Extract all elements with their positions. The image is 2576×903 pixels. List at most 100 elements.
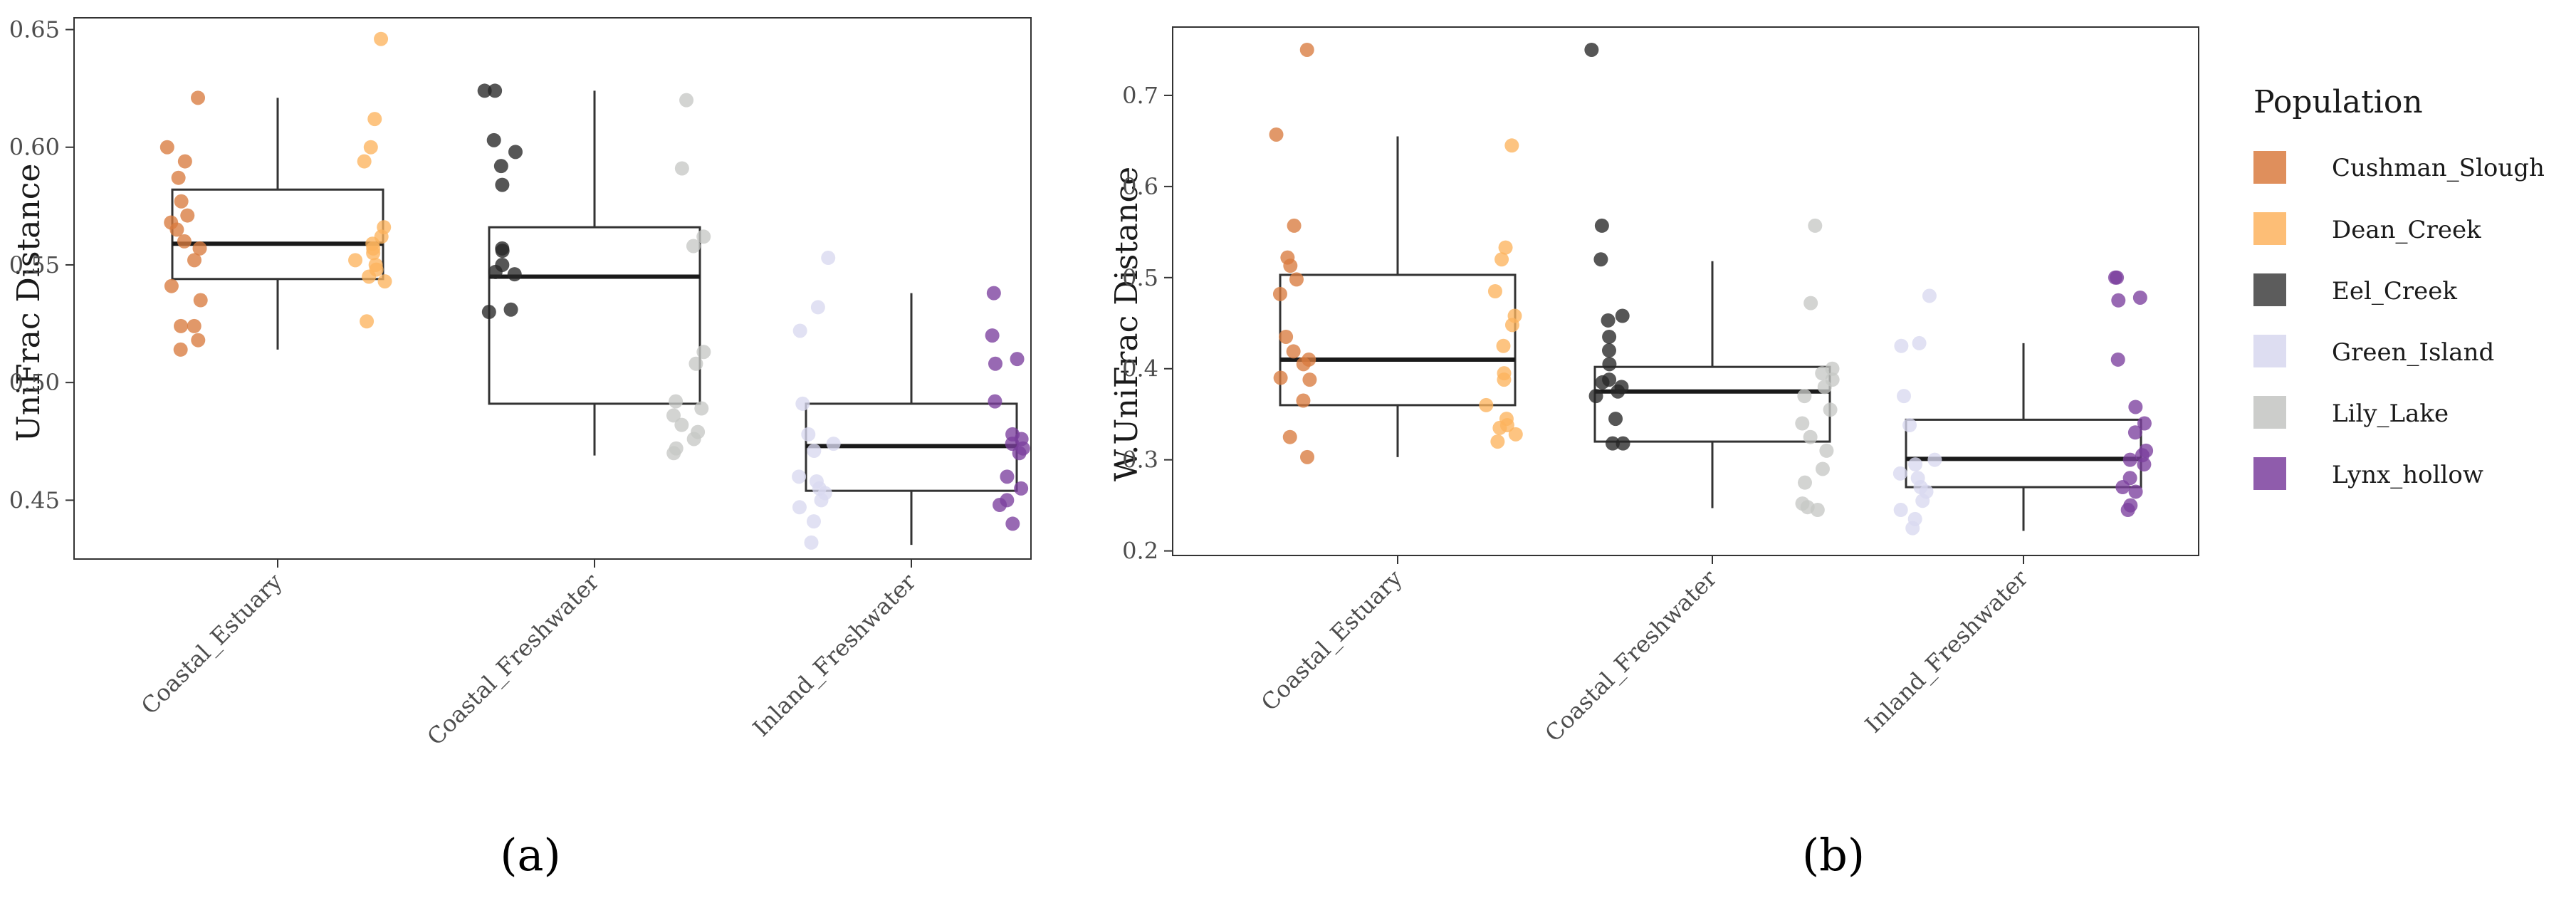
panel-a-point-cushman-slough [191,90,206,105]
panel-b-y-tick-label: 0.2 [1122,538,1158,565]
panel-a-point-eel-creek [495,244,510,259]
panel-b-point-dean-creek [1479,397,1494,412]
panel-b-point-cushman-slough [1300,449,1315,464]
panel-b-y-axis-title: W.UniFrac Distance [1109,167,1145,481]
panel-b-point-eel-creek [1593,252,1608,267]
panel-b-point-cushman-slough [1287,218,1302,233]
panel-a-point-dean-creek [374,31,389,46]
panel-a-point-dean-creek [363,140,378,155]
panel-a-point-lynx-hollow [1012,446,1027,461]
legend-label-lily-lake: Lily_Lake [2332,400,2449,428]
panel-b-point-dean-creek [1504,138,1519,153]
panel-a-points-green-island [792,251,841,550]
panel-a-iqr-box [488,226,701,405]
panel-b-point-lynx-hollow [2120,503,2135,518]
panel-a-points-lynx-hollow [985,286,1030,531]
panel-a-point-lily-lake [674,161,689,176]
panel-b-point-green-island [1927,452,1942,467]
panel-a-point-cushman-slough [159,140,174,155]
panel-a-point-cushman-slough [173,342,188,357]
panel-a-y-tick-label: 0.60 [9,134,60,161]
panel-b-point-lynx-hollow [2132,290,2147,305]
panel-a-point-cushman-slough [193,293,208,308]
panel-a-point-cushman-slough [171,170,186,185]
panel-a-point-lily-lake [674,417,689,432]
panel-b-point-lynx-hollow [2110,352,2125,367]
panel-b-point-eel-creek [1615,308,1630,323]
panel-b-box-inland-freshwater [1905,343,2142,531]
panel-b-point-lynx-hollow [2128,400,2143,414]
panel-a-plot-frame [73,17,1032,560]
panel-b-points-lily-lake [1795,218,1840,518]
panel-a-points-eel-creek [477,83,523,320]
panel-a-y-axis-title: UniFrac Distance [11,164,47,442]
panel-b-point-lily-lake [1810,503,1825,518]
panel-b-point-lily-lake [1817,380,1832,395]
panel-a-point-lynx-hollow [1000,469,1015,484]
panel-b-iqr-box [1593,365,1831,443]
panel-b-y-tick-label: 0.5 [1122,264,1158,291]
panel-a-point-green-island [801,427,816,442]
panel-a-point-lily-lake [666,446,681,461]
panel-b-point-cushman-slough [1299,42,1314,57]
panel-b-point-cushman-slough [1272,286,1287,301]
panel-b-point-cushman-slough [1269,127,1284,142]
panel-a-point-eel-creek [488,83,503,98]
panel-a-point-lynx-hollow [1005,516,1020,531]
panel-b-point-lily-lake [1823,402,1838,417]
panel-b-point-lily-lake [1803,296,1818,310]
panel-a-point-lily-lake [669,394,684,409]
panel-a-point-eel-creek [477,83,492,98]
panel-a-point-dean-creek [377,274,392,289]
legend-label-green-island: Green_Island [2332,338,2494,367]
panel-b-point-lynx-hollow [2108,270,2122,285]
panel-b-point-eel-creek [1611,384,1625,399]
panel-a-point-lily-lake [686,432,701,447]
panel-b-point-lily-lake [1803,429,1818,444]
panel-b-point-cushman-slough [1296,393,1311,408]
panel-b-point-green-island [1922,288,1937,303]
panel-b-point-cushman-slough [1289,272,1304,287]
panel-a-point-green-island [792,500,807,515]
legend-swatch-lily-lake [2253,396,2286,429]
panel-a-point-lynx-hollow [993,498,1007,512]
panel-b-points-lynx-hollow [2108,270,2154,518]
panel-b-point-eel-creek [1595,375,1610,390]
panel-a-point-lily-lake [696,345,711,360]
panel-b-point-green-island [1894,338,1909,353]
panel-b-point-green-island [1912,335,1927,350]
panel-b-point-eel-creek [1584,42,1599,57]
panel-a-point-dean-creek [366,246,381,261]
panel-b-point-green-island [1902,418,1917,433]
panel-b-point-dean-creek [1508,427,1523,442]
panel-a-point-lynx-hollow [988,394,1002,409]
panel-b-point-lily-lake [1808,218,1823,233]
panel-a-point-green-island [792,323,807,338]
panel-b-point-green-island [1893,503,1908,518]
panel-b-point-lily-lake [1819,443,1834,458]
panel-a-y-tick-label: 0.50 [9,369,60,396]
panel-b-point-green-island [1897,389,1912,404]
panel-a-point-eel-creek [481,305,496,320]
panel-a-point-lynx-hollow [1014,481,1029,496]
panel-a-point-eel-creek [495,177,510,192]
panel-b-point-green-island [1915,494,1930,508]
panel-a-point-cushman-slough [187,318,201,333]
panel-a-point-green-island [826,437,841,452]
panel-b-plot-frame [1172,26,2199,556]
legend-item-dean-creek: Dean_Creek [2253,212,2481,245]
panel-a-point-dean-creek [357,154,372,169]
panel-b-point-lynx-hollow [2137,416,2152,431]
panel-a-box-inland-freshwater [805,293,1018,546]
panel-b-point-lily-lake [1795,416,1810,431]
panel-a-y-tick-label: 0.55 [9,251,60,278]
panel-b-point-lily-lake [1797,475,1812,490]
panel-b-point-dean-creek [1487,284,1502,298]
panel-b-point-cushman-slough [1273,370,1288,385]
panel-a-y-tick-label: 0.45 [9,486,60,513]
legend-item-lily-lake: Lily_Lake [2253,396,2449,429]
panel-a-point-cushman-slough [174,318,189,333]
panel-b-point-dean-creek [1494,252,1509,267]
